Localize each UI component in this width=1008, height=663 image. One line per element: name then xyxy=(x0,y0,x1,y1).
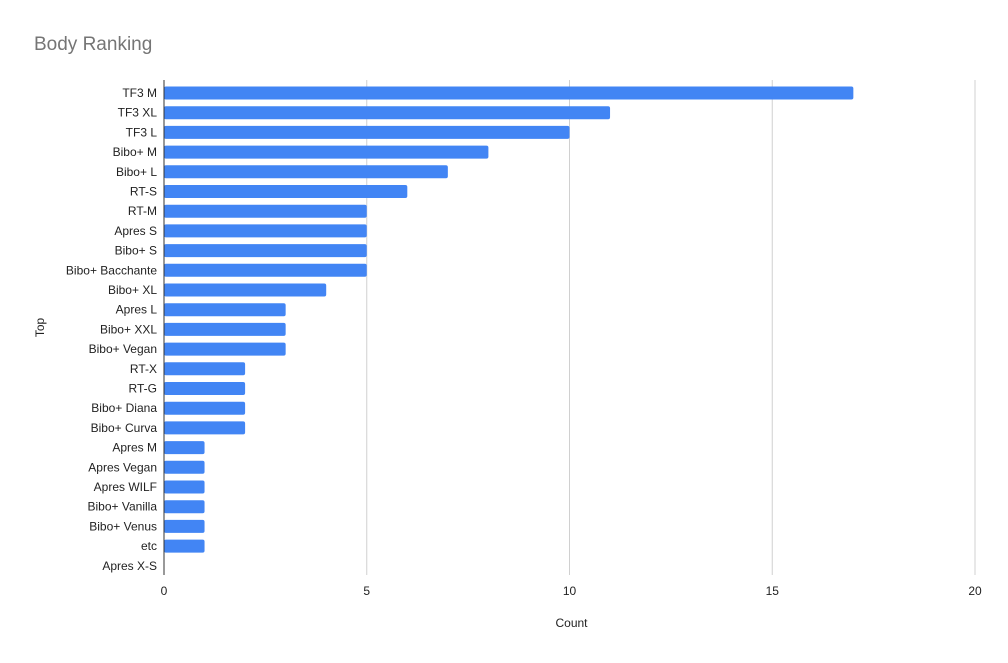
y-category-label: Bibo+ Vanilla xyxy=(88,500,158,514)
y-category-label: RT-M xyxy=(128,204,157,218)
y-category-label: Apres Vegan xyxy=(88,460,157,474)
y-category-label: Bibo+ Venus xyxy=(89,519,157,533)
y-category-label: Bibo+ Vegan xyxy=(89,342,157,356)
bar xyxy=(164,145,489,159)
bar xyxy=(164,539,205,553)
bar xyxy=(164,322,286,336)
y-category-label: Bibo+ M xyxy=(113,145,157,159)
y-category-label: Bibo+ L xyxy=(116,165,157,179)
x-tick-label: 0 xyxy=(161,584,168,598)
bar xyxy=(164,500,205,514)
bar xyxy=(164,185,408,198)
y-category-label: Bibo+ Bacchante xyxy=(66,263,157,277)
gridlines xyxy=(366,80,976,575)
bar xyxy=(164,303,286,317)
bar xyxy=(164,86,854,100)
y-axis-title: Top xyxy=(33,318,47,338)
bar xyxy=(164,244,367,258)
y-category-label: RT-X xyxy=(130,362,157,376)
labels: 0 5 10 15 20 TF3 M TF3 XL TF3 L Bibo+ M Bibo+ L RT… xyxy=(33,86,982,630)
y-category-label: RT-S xyxy=(130,185,157,199)
bar xyxy=(164,283,327,297)
y-category-label: TF3 M xyxy=(122,86,157,100)
x-axis-title: Count xyxy=(555,616,588,630)
bar xyxy=(164,480,205,494)
y-category-label: Apres X-S xyxy=(102,559,157,573)
bar xyxy=(164,204,367,218)
bar xyxy=(164,401,246,415)
bar xyxy=(164,460,205,474)
y-category-label: Bibo+ XL xyxy=(108,283,157,297)
y-category-label: etc xyxy=(141,539,157,553)
x-tick-label: 20 xyxy=(968,584,982,598)
y-category-label: Bibo+ Diana xyxy=(91,401,157,415)
bar xyxy=(164,382,246,395)
bar xyxy=(164,165,448,179)
bars xyxy=(164,86,854,553)
y-category-label: TF3 XL xyxy=(118,106,158,120)
y-category-label: Apres L xyxy=(116,303,158,317)
y-category-label: Bibo+ Curva xyxy=(91,421,158,435)
bar xyxy=(164,106,611,120)
y-category-label: Bibo+ S xyxy=(115,244,157,258)
y-category-label: Apres S xyxy=(114,224,157,238)
bar xyxy=(164,421,246,435)
y-category-label: RT-G xyxy=(129,382,157,396)
x-tick-label: 5 xyxy=(363,584,370,598)
bar xyxy=(164,263,367,277)
x-tick-label: 15 xyxy=(766,584,780,598)
bar xyxy=(164,224,367,238)
x-tick-label: 10 xyxy=(563,584,577,598)
bar xyxy=(164,342,286,356)
y-category-label: Apres M xyxy=(112,441,157,455)
bar xyxy=(164,441,205,455)
y-category-label: Apres WILF xyxy=(94,480,157,494)
chart-title: Body Ranking xyxy=(34,34,153,55)
y-category-label: Bibo+ XXL xyxy=(100,322,157,336)
y-category-label: TF3 L xyxy=(126,125,158,139)
bar xyxy=(164,362,246,376)
bar xyxy=(164,125,570,139)
bar xyxy=(164,519,205,533)
